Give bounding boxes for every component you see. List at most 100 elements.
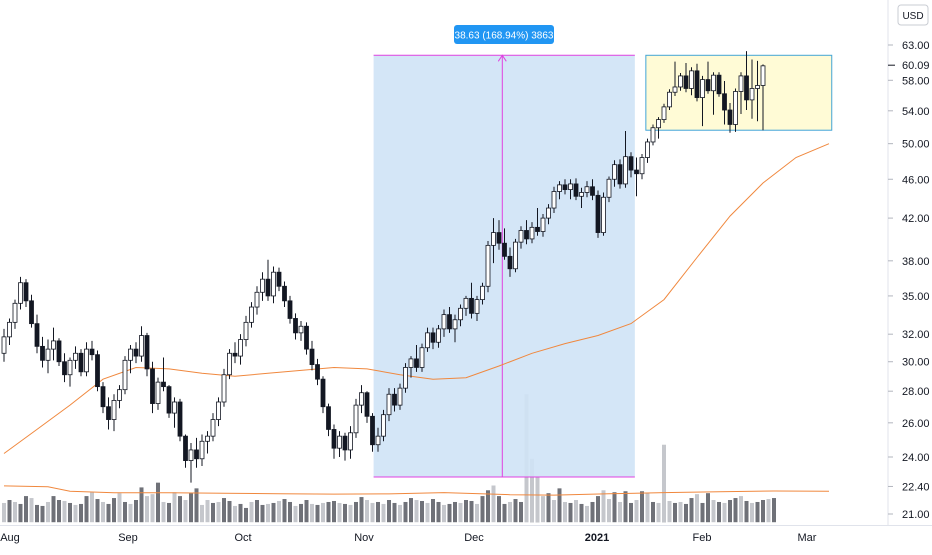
volume-bar — [326, 501, 331, 523]
volume-bar — [46, 501, 50, 523]
moving-average-layer — [3, 143, 830, 454]
candle-body — [678, 75, 683, 88]
volume-bar — [469, 500, 474, 523]
y-tick-label: 50.00 — [902, 139, 930, 151]
volume-bar — [392, 502, 397, 523]
volume-bar — [557, 488, 562, 523]
current-price-label: 60.09 — [902, 60, 930, 72]
time-axis[interactable]: Aug Sep Oct Nov Dec 2021 Feb Mar — [0, 532, 817, 544]
volume-bar — [574, 500, 578, 523]
volume-bar — [68, 502, 72, 523]
candle-body — [474, 299, 480, 314]
x-tick-label: Sep — [118, 532, 138, 544]
volume-bar — [57, 500, 61, 523]
candle-body — [117, 389, 122, 401]
volume-bar — [117, 493, 122, 523]
candle-body — [188, 449, 194, 461]
candle-body — [144, 335, 150, 370]
candle-body — [414, 358, 419, 368]
candle-body — [705, 79, 711, 92]
candle-body — [568, 183, 573, 190]
candle-body — [606, 178, 612, 198]
volume-bar — [90, 492, 94, 523]
volume-bar — [486, 490, 490, 523]
candle-body — [381, 414, 386, 437]
volume-bar — [409, 498, 413, 523]
candle-body — [535, 226, 540, 232]
candle-body — [496, 232, 502, 244]
candle-body — [386, 393, 392, 416]
candle-body — [524, 230, 529, 240]
volume-bar — [310, 503, 314, 523]
volume-ma-line — [3, 485, 830, 496]
volume-bar — [183, 500, 188, 523]
volume-bar — [442, 504, 446, 523]
candle-body — [749, 88, 755, 101]
volume-bar — [134, 500, 138, 523]
y-tick-label: 22.40 — [902, 481, 930, 493]
candle-body — [634, 169, 639, 175]
volume-bar — [304, 500, 309, 523]
measure-tool[interactable] — [373, 54, 635, 478]
volume-bar — [651, 501, 655, 523]
volume-bar — [502, 503, 507, 523]
volume-bar — [370, 502, 375, 523]
candle-body — [254, 291, 260, 308]
candle-body — [238, 339, 243, 357]
volume-bar — [343, 503, 347, 523]
y-tick-label: 38.00 — [902, 256, 930, 268]
candle-body — [480, 285, 485, 301]
candle-body — [458, 307, 463, 321]
volume-bar — [700, 502, 705, 523]
currency-button[interactable]: USD — [897, 4, 929, 26]
candle-body — [672, 86, 678, 93]
range-box[interactable] — [645, 54, 833, 131]
candle-body — [760, 65, 766, 86]
candle-body — [172, 401, 177, 414]
volume-bar — [7, 500, 12, 523]
volume-bar — [73, 504, 78, 523]
volume-bar — [541, 496, 545, 523]
y-tick-label: 63.00 — [902, 40, 930, 52]
candle-body — [447, 314, 452, 330]
measure-arrow-head — [497, 54, 507, 62]
volume-bar — [403, 501, 408, 523]
candle-body — [23, 282, 29, 302]
volume-bar — [354, 501, 358, 523]
y-tick-label: 30.00 — [902, 357, 930, 369]
price-axis[interactable]: 63.00 58.00 54.00 50.00 46.00 42.00 38.00 35.00… — [888, 40, 930, 521]
candle-body — [491, 232, 496, 246]
volume-bar — [453, 501, 457, 523]
volume-bar — [222, 498, 226, 523]
candle-body — [150, 368, 155, 404]
measure-label: 38.63 (168.94%) 3863 — [454, 25, 554, 44]
volume-bar — [475, 503, 479, 523]
volume-bar — [623, 491, 628, 523]
volume-bar — [13, 501, 17, 523]
candle-body — [485, 244, 491, 287]
candle-body — [370, 415, 375, 446]
candle-body — [683, 75, 689, 89]
candle-body — [403, 367, 408, 389]
candle-body — [78, 352, 84, 373]
volume-bar — [414, 500, 419, 523]
volume-bar — [238, 503, 243, 523]
volume-bar — [112, 498, 116, 523]
currency-button-frame[interactable] — [897, 4, 929, 26]
x-tick-label: Aug — [0, 532, 20, 544]
candle-body — [199, 440, 205, 460]
candle-body — [133, 348, 139, 357]
x-tick-label: Nov — [354, 532, 374, 544]
candle-body — [733, 91, 738, 125]
volume-bar — [359, 497, 364, 523]
volume-bar — [431, 499, 435, 523]
volume-bar — [684, 503, 688, 523]
volume-bar — [480, 496, 485, 523]
y-tick-label: 35.00 — [902, 291, 930, 303]
candle-body — [282, 285, 287, 302]
candle-body — [557, 184, 562, 192]
volume-bar — [277, 500, 281, 523]
volume-bar — [750, 502, 754, 523]
